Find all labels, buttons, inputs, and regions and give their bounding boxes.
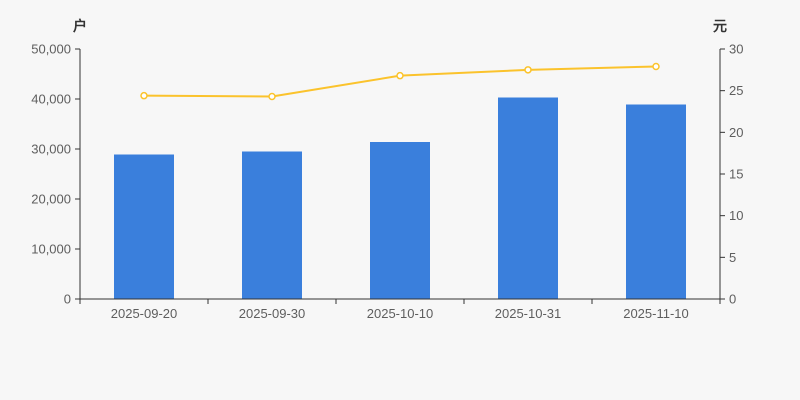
left-axis-name: 户 bbox=[73, 18, 87, 34]
y-axis-left-tick-label: 20,000 bbox=[31, 192, 71, 207]
bar-2025-11-10[interactable] bbox=[626, 104, 686, 300]
y-axis-right-tick-label: 15 bbox=[729, 167, 743, 182]
bar-2025-10-10[interactable] bbox=[370, 142, 430, 299]
right-axis-name: 元 bbox=[713, 18, 727, 34]
bar-2025-10-31[interactable] bbox=[498, 97, 558, 300]
x-axis-label: 2025-10-10 bbox=[367, 306, 434, 321]
y-axis-left-tick-label: 0 bbox=[64, 292, 71, 307]
x-axis-label: 2025-09-20 bbox=[111, 306, 178, 321]
y-axis-left-tick-label: 50,000 bbox=[31, 42, 71, 57]
y-axis-right-tick-label: 20 bbox=[729, 125, 743, 140]
y-axis-left-tick-label: 10,000 bbox=[31, 242, 71, 257]
y-axis-left-tick-label: 40,000 bbox=[31, 92, 71, 107]
y-axis-right-tick-label: 25 bbox=[729, 83, 743, 98]
line-point-2025-09-20[interactable] bbox=[140, 91, 148, 100]
line-point-2025-09-30[interactable] bbox=[268, 92, 276, 101]
x-axis-label: 2025-09-30 bbox=[239, 306, 306, 321]
line-point-2025-10-31[interactable] bbox=[524, 66, 532, 74]
y-axis-left-tick-label: 30,000 bbox=[31, 142, 71, 157]
bar-2025-09-30[interactable] bbox=[242, 151, 302, 300]
y-axis-right-tick-label: 10 bbox=[729, 208, 743, 223]
bar-2025-09-20[interactable] bbox=[114, 154, 174, 300]
y-axis-right-tick-label: 0 bbox=[729, 292, 736, 307]
x-axis-label: 2025-10-31 bbox=[495, 306, 562, 321]
y-axis-right-tick-label: 5 bbox=[729, 250, 736, 265]
x-axis-label: 2025-11-10 bbox=[623, 306, 689, 321]
line-point-2025-11-10[interactable] bbox=[652, 62, 660, 71]
line-point-2025-10-10[interactable] bbox=[396, 71, 404, 80]
y-axis-right-tick-label: 30 bbox=[729, 42, 743, 57]
